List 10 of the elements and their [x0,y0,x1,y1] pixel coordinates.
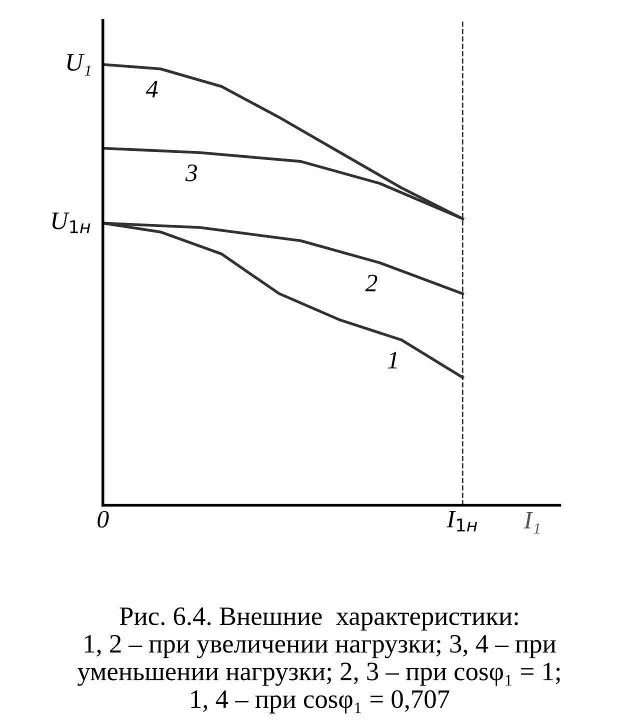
x-tick-label: 0 [98,510,109,528]
x-tick-label: I$_{1н}$ [446,510,478,532]
annotation: 1 [388,352,397,368]
annotation: U₁ [67,54,90,76]
annotation: 3 [185,164,198,182]
annotation: U$_{1н}$ [52,212,90,234]
x-axis-title: I₁ [524,512,540,534]
annotation: 4 [146,80,158,98]
annotation: 2 [365,274,378,292]
text: Рис. 6.4. Внешние характеристики: 1, 2 – при увеличении нагрузки; 3, 4 – при уменьшении нагрузки; 2, 3 – при cosφ₁ = 1; 1, 4 – при cosφ₁ = 0,707 [78,607,560,714]
